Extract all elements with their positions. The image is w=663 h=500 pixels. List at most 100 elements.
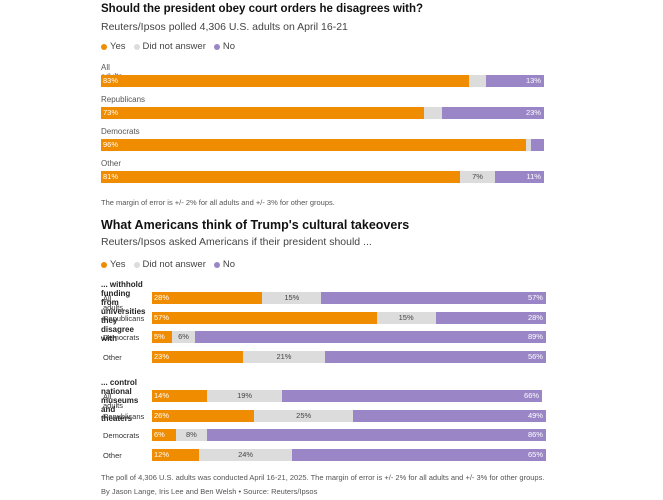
row-label: Republicans (103, 411, 145, 421)
data-label-no: 65% (527, 449, 543, 459)
row-label: All adults (103, 392, 124, 410)
chart2-subtitle: Reuters/Ipsos asked Americans if their p… (101, 236, 372, 248)
bar-segment-yes: 96% (101, 139, 527, 151)
row-label: Other (103, 352, 122, 362)
legend-dna-swatch (133, 43, 140, 50)
legend2-yes: Yes (101, 259, 126, 270)
bar-segment-no: 49% (352, 409, 546, 422)
bar-segment-dna (526, 139, 531, 151)
stacked-bar: 5% 6% 89% (152, 331, 546, 343)
data-label-no: 66% (524, 391, 540, 400)
bar-segment-yes: 6% (152, 429, 176, 441)
bar-segment-dna: 7% (459, 171, 496, 183)
data-label-no: 13% (525, 76, 541, 85)
legend2-no: No (213, 259, 235, 270)
row-label: Republicans (103, 313, 145, 323)
bar-segment-dna: 15% (262, 292, 322, 304)
bar-segment-no: 56% (325, 350, 546, 363)
stacked-bar: 6% 8% 86% (152, 429, 546, 441)
bar-segment-dna: 6% (171, 331, 196, 343)
legend2-yes-swatch (101, 261, 107, 268)
bar-segment-yes: 5% (152, 331, 172, 343)
bar-segment-no: 11% (495, 171, 544, 183)
data-label-no: 11% (526, 172, 541, 181)
bar-segment-yes: 83% (101, 75, 469, 87)
stacked-bar: 14% 19% 66% (152, 390, 546, 402)
data-label-no: 49% (527, 410, 543, 420)
chart2-title: What Americans think of Trump's cultural… (101, 218, 410, 232)
data-label-dna: 19% (237, 391, 253, 400)
data-label-yes: 12% (154, 449, 170, 459)
bar-segment-no (530, 139, 544, 151)
data-label-no: 89% (527, 332, 543, 341)
data-label-dna: 7% (472, 172, 483, 181)
bar-segment-no: 23% (442, 107, 544, 119)
stacked-bar: 73% 23% (101, 107, 544, 119)
data-label-dna: 24% (238, 449, 254, 459)
data-label-yes: 96% (103, 140, 119, 149)
data-label-dna: 21% (276, 351, 292, 361)
bar-segment-no: 66% (282, 390, 543, 402)
chart1-note: The margin of error is +/- 2% for all ad… (101, 198, 335, 207)
bar-segment-yes: 81% (101, 171, 460, 183)
bar-segment-dna: 8% (175, 429, 208, 441)
data-label-yes: 26% (154, 410, 170, 420)
bar-segment-no: 28% (435, 311, 546, 324)
legend-dna: Did not answer (133, 41, 206, 52)
bar-segment-yes: 12% (152, 448, 199, 461)
data-label-yes: 73% (103, 108, 119, 117)
data-label-dna: 6% (178, 332, 189, 341)
bar-segment-yes: 26% (152, 409, 255, 422)
chart1-subtitle: Reuters/Ipsos polled 4,306 U.S. adults o… (101, 21, 348, 33)
stacked-bar: 26% 25% 49% (152, 409, 546, 422)
data-label-dna: 15% (284, 293, 300, 302)
legend-yes: Yes (101, 41, 126, 52)
bar-segment-dna: 19% (207, 390, 283, 402)
section-heading: ... control national museums and theater… (101, 378, 139, 423)
data-label-dna: 25% (296, 410, 312, 420)
stacked-bar: 28% 15% 57% (152, 292, 546, 304)
stacked-bar: 12% 24% 65% (152, 448, 546, 461)
data-label-yes: 6% (154, 430, 165, 439)
chart2-footer-note: The poll of 4,306 U.S. adults was conduc… (101, 473, 545, 482)
bar-segment-dna (468, 75, 487, 87)
stacked-bar: 57% 15% 28% (152, 311, 546, 324)
bar-segment-dna: 25% (254, 409, 353, 422)
stacked-bar: 23% 21% 56% (152, 350, 546, 363)
data-label-no: 57% (527, 293, 543, 302)
section-heading: ... withhold funding from universities t… (101, 280, 146, 343)
row-label: Democrats (103, 431, 140, 440)
stacked-bar: 81% 7% 11% (101, 171, 544, 183)
legend2-no-swatch (213, 261, 220, 268)
data-label-dna: 15% (398, 312, 414, 322)
bar-segment-dna (424, 107, 443, 119)
data-label-yes: 28% (154, 293, 170, 302)
category-label: Democrats (101, 127, 140, 136)
data-label-yes: 14% (154, 391, 170, 400)
category-label: Republicans (101, 95, 146, 104)
bar-segment-dna: 15% (376, 311, 436, 324)
bar-segment-yes: 57% (152, 311, 377, 324)
row-label: All adults (103, 294, 124, 312)
category-label: Other (101, 159, 122, 168)
bar-segment-yes: 28% (152, 292, 263, 304)
chart2-byline: By Jason Lange, Iris Lee and Ben Welsh •… (101, 487, 318, 496)
legend2-dna: Did not answer (133, 259, 206, 270)
chart2-legend: Yes Did not answer No (101, 259, 243, 270)
bar-segment-dna: 21% (242, 350, 326, 363)
legend-no: No (213, 41, 235, 52)
bar-segment-no: 89% (195, 331, 546, 343)
data-label-no: 56% (527, 351, 543, 361)
bar-segment-no: 65% (292, 448, 546, 461)
row-label: Other (103, 450, 122, 460)
bar-segment-no: 86% (207, 429, 546, 441)
bar-segment-no: 13% (486, 75, 544, 87)
data-label-dna: 8% (185, 430, 197, 439)
bar-segment-yes: 14% (152, 390, 208, 402)
stacked-bar: 96% (101, 139, 544, 151)
legend2-dna-swatch (133, 261, 140, 268)
data-label-no: 23% (525, 108, 541, 117)
data-label-yes: 23% (154, 351, 170, 361)
data-label-no: 28% (527, 312, 543, 322)
data-label-yes: 5% (154, 332, 165, 341)
